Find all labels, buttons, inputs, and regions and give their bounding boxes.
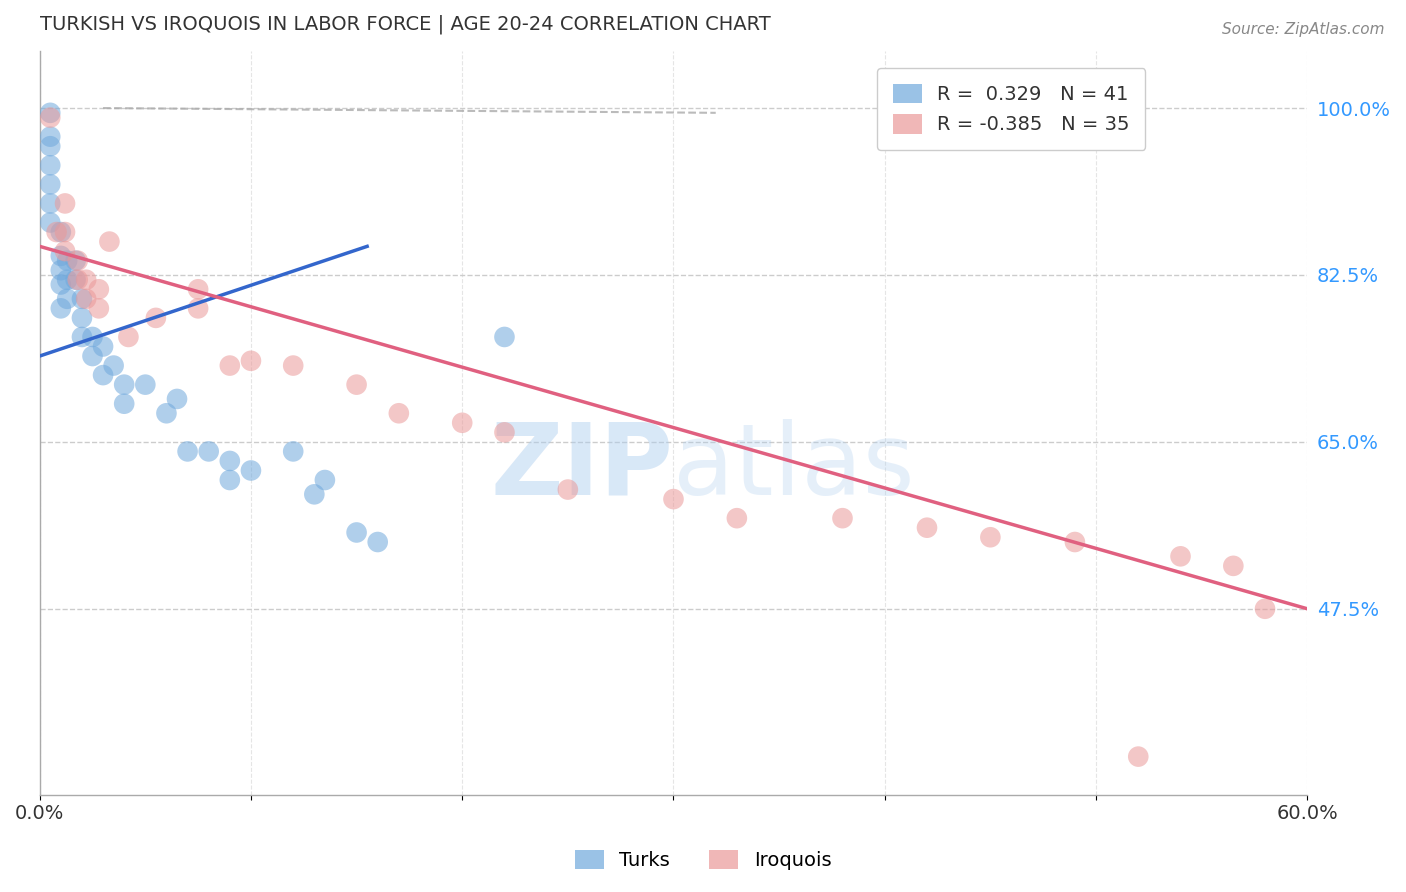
Point [49,301,72,316]
Legend: Turks, Iroquois: Turks, Iroquois [567,842,839,878]
Point [304,487,326,501]
Point [70,292,93,306]
Point [145,310,167,325]
Point [831,511,853,525]
Point [1222,558,1244,573]
Point [87,301,110,316]
Point [388,406,411,420]
Point [39,129,62,144]
Point [49,225,72,239]
Point [45,225,67,239]
Point [218,454,240,468]
Point [70,310,93,325]
Point [87,282,110,296]
Point [112,397,135,411]
Point [39,105,62,120]
Point [218,359,240,373]
Point [915,521,938,535]
Point [53,244,76,259]
Point [725,511,748,525]
Point [346,377,368,392]
Point [239,353,262,368]
Point [66,273,89,287]
Point [1254,601,1277,615]
Point [176,444,198,458]
Point [103,359,125,373]
Text: Source: ZipAtlas.com: Source: ZipAtlas.com [1222,22,1385,37]
Point [82,349,104,363]
Legend: R =  0.329   N = 41, R = -0.385   N = 35: R = 0.329 N = 41, R = -0.385 N = 35 [877,68,1146,150]
Point [187,301,209,316]
Point [1063,535,1085,549]
Point [283,444,305,458]
Point [91,339,114,353]
Point [218,473,240,487]
Point [39,196,62,211]
Point [49,263,72,277]
Point [53,196,76,211]
Point [39,178,62,192]
Point [662,492,685,507]
Point [155,406,177,420]
Point [451,416,474,430]
Point [49,277,72,292]
Point [91,368,114,383]
Point [557,483,579,497]
Point [56,292,79,306]
Point [82,330,104,344]
Point [39,111,62,125]
Point [65,273,87,287]
Point [1170,549,1192,564]
Point [56,253,79,268]
Point [187,282,209,296]
Point [314,473,336,487]
Point [346,525,368,540]
Point [66,253,89,268]
Point [166,392,188,406]
Point [283,359,305,373]
Text: ZIP: ZIP [491,419,673,516]
Point [75,273,97,287]
Point [367,535,389,549]
Point [117,330,139,344]
Point [134,377,156,392]
Point [39,215,62,229]
Point [39,139,62,153]
Point [75,292,97,306]
Point [98,235,121,249]
Point [56,273,79,287]
Point [112,377,135,392]
Point [239,463,262,477]
Point [65,253,87,268]
Point [39,158,62,172]
Point [494,330,516,344]
Point [494,425,516,440]
Point [197,444,219,458]
Text: TURKISH VS IROQUOIS IN LABOR FORCE | AGE 20-24 CORRELATION CHART: TURKISH VS IROQUOIS IN LABOR FORCE | AGE… [39,15,770,35]
Point [53,225,76,239]
Point [70,330,93,344]
Text: atlas: atlas [673,419,915,516]
Point [979,530,1001,544]
Point [49,249,72,263]
Point [1128,749,1150,764]
